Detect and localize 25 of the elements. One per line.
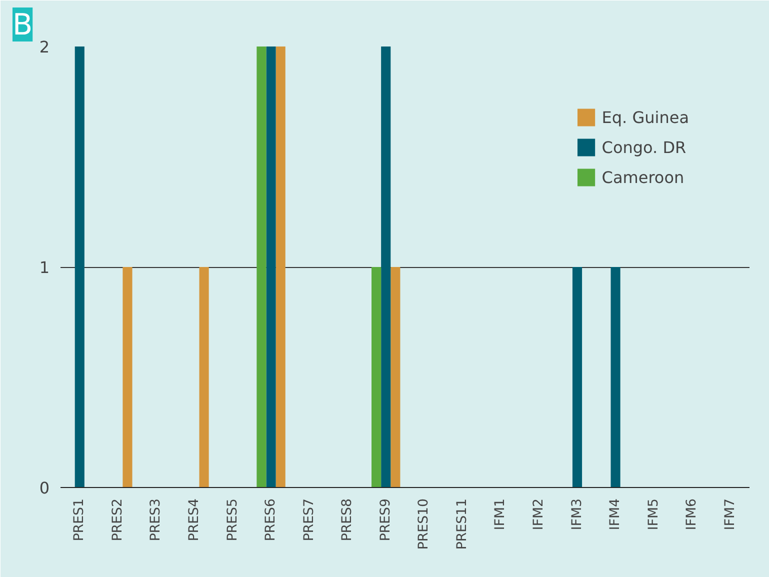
y-tick-label: 2 [39,38,50,56]
x-tick-label: PRES7 [302,498,317,542]
x-tick-label: IFM6 [684,498,700,530]
x-tick-label: PRES8 [340,498,356,542]
y-tick-label: 0 [39,478,50,498]
x-tick-label: IFM4 [608,498,624,530]
x-tick-label: PRES2 [110,498,126,542]
x-tick-label: PRES9 [378,498,394,542]
x-tick-label: IFM5 [646,498,662,530]
x-tick-label: PRES5 [225,498,240,542]
x-tick-label: IFM7 [722,498,738,530]
x-tick-label: IFM1 [493,498,508,530]
x-tick-label: PRES4 [186,498,202,542]
chart-title: B [12,8,33,42]
x-tick-label: PRES1 [72,498,88,542]
x-tick-label: PRES11 [454,498,470,550]
legend-label: Cameroon [602,168,684,186]
y-tick-label: 1 [39,258,50,277]
x-tick-label: IFM2 [531,498,546,530]
x-tick-label: PRES10 [416,498,432,550]
x-tick-label: PRES3 [148,498,164,542]
legend-label: Congo. DR [602,138,686,156]
x-tick-label: IFM3 [570,498,585,530]
x-tick-label: PRES6 [264,498,279,542]
legend-label: Eq. Guinea [602,108,689,126]
